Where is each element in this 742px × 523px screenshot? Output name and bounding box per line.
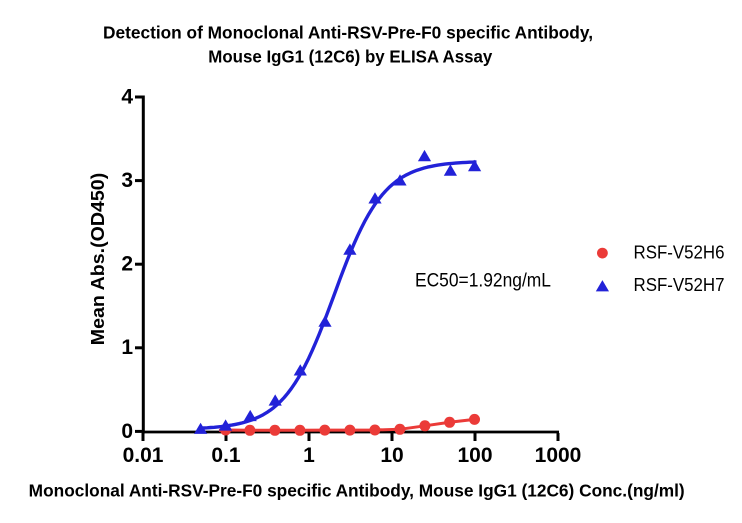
- svg-text:Mouse IgG1 (12C6) by ELISA Ass: Mouse IgG1 (12C6) by ELISA Assay: [208, 46, 492, 66]
- svg-text:2: 2: [121, 253, 133, 276]
- svg-text:Monoclonal Anti-RSV-Pre-F0 spe: Monoclonal Anti-RSV-Pre-F0 specific Anti…: [29, 481, 685, 501]
- svg-text:1000: 1000: [535, 444, 582, 467]
- svg-text:0.1: 0.1: [211, 444, 241, 467]
- svg-text:0.01: 0.01: [123, 444, 164, 467]
- svg-text:1: 1: [303, 444, 315, 467]
- svg-text:Detection of Monoclonal Anti-R: Detection of Monoclonal Anti-RSV-Pre-F0 …: [103, 23, 593, 43]
- svg-text:RSF-V52H7: RSF-V52H7: [634, 275, 725, 295]
- svg-text:4: 4: [121, 85, 133, 108]
- svg-text:3: 3: [121, 169, 133, 192]
- svg-text:EC50=1.92ng/mL: EC50=1.92ng/mL: [415, 271, 551, 292]
- svg-text:RSF-V52H6: RSF-V52H6: [634, 243, 725, 263]
- svg-text:Mean Abs.(OD450): Mean Abs.(OD450): [88, 173, 108, 346]
- svg-text:100: 100: [457, 444, 492, 467]
- svg-text:10: 10: [380, 444, 403, 467]
- svg-text:0: 0: [121, 420, 133, 443]
- svg-text:1: 1: [121, 336, 133, 359]
